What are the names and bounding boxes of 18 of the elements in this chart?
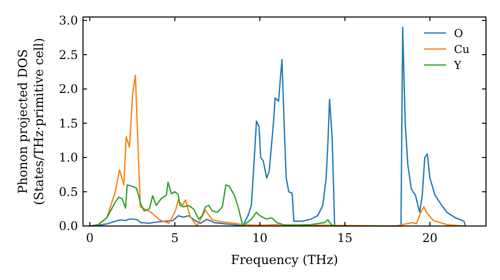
- x-tick-label: 10: [252, 231, 268, 245]
- x-tick-label: 5: [171, 231, 179, 245]
- y-tick-label: 2.5: [58, 48, 78, 62]
- y-tick-label: 3.0: [58, 14, 78, 28]
- legend-label: Cu: [454, 42, 470, 56]
- line-series: [89, 181, 336, 227]
- y-axis-title: Phonon projected DOS (States/THz·primitive cell): [15, 38, 46, 206]
- y-tick-label: 2.0: [58, 82, 78, 96]
- y-tick-label: 1.5: [58, 116, 78, 130]
- y-tick-label: 1.0: [58, 150, 78, 165]
- x-axis-title: Frequency (THz): [230, 252, 338, 267]
- y-tick-label: 0.0: [58, 219, 78, 234]
- y-tick-label: 0.5: [58, 184, 78, 199]
- legend-label: Y: [453, 58, 462, 72]
- x-tick-label: 20: [422, 231, 438, 245]
- legend-label: O: [454, 26, 464, 40]
- x-tick-label: 15: [337, 231, 353, 245]
- x-tick-label: 0: [86, 231, 94, 245]
